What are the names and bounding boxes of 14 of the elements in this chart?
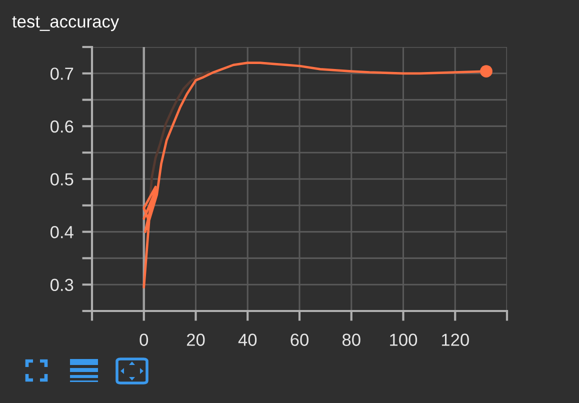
x-tick-label: 60: [290, 334, 308, 346]
chart-title: test_accuracy: [12, 16, 120, 32]
y-tick-label: 0.7: [50, 68, 74, 80]
y-tick-label: 0.5: [50, 173, 74, 186]
x-tick-label: 120: [442, 334, 469, 346]
x-tick-label: 20: [186, 334, 205, 346]
x-tick-label: 40: [238, 334, 257, 346]
y-tick-label: 0.6: [50, 120, 74, 133]
x-tick-label: 100: [390, 334, 418, 346]
y-tick-label: 0.4: [50, 226, 74, 238]
line-series: [148, 70, 210, 212]
y-tick-label: 0.3: [50, 278, 74, 292]
x-tick-label: 80: [342, 334, 360, 346]
x-tick-label: 0: [140, 334, 148, 346]
